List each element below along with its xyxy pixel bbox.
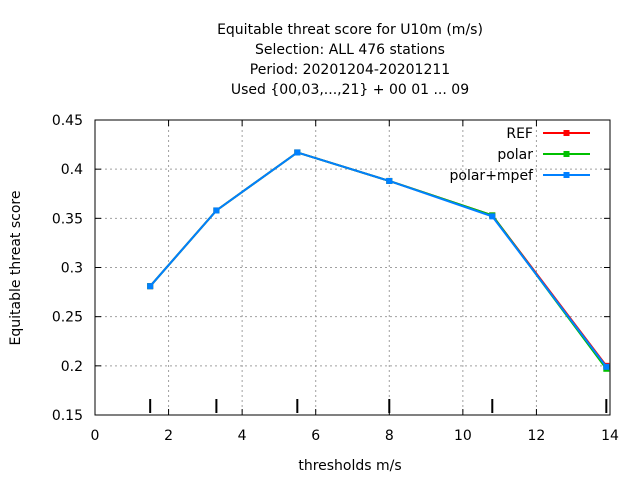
x-axis-label: thresholds m/s xyxy=(298,458,401,474)
series-polar xyxy=(147,149,610,372)
y-tick-label: 0.15 xyxy=(52,408,83,424)
legend-swatch-point xyxy=(563,130,570,136)
x-tick-label: 2 xyxy=(164,428,173,444)
legend-swatch-point xyxy=(563,172,570,178)
y-tick-label: 0.45 xyxy=(52,113,83,129)
data-point xyxy=(489,213,496,220)
x-tick-label: 10 xyxy=(454,428,472,444)
data-point xyxy=(147,283,154,290)
legend-label: REF xyxy=(506,126,533,142)
y-tick-label: 0.4 xyxy=(61,162,83,178)
y-tick-label: 0.2 xyxy=(61,359,83,375)
series xyxy=(147,149,610,372)
legend-label: polar+mpef xyxy=(450,168,535,184)
legend-entry: polar xyxy=(497,147,590,163)
y-tick-label: 0.25 xyxy=(52,310,83,326)
series-polar-mpef xyxy=(147,149,610,370)
legend-label: polar xyxy=(497,147,533,163)
x-tick-label: 0 xyxy=(91,428,100,444)
series-ref xyxy=(147,149,610,369)
legend-entry: polar+mpef xyxy=(450,168,590,184)
x-tick-label: 8 xyxy=(385,428,394,444)
x-tick-label: 14 xyxy=(601,428,619,444)
series-line xyxy=(149,151,608,370)
y-axis-label: Equitable threat score xyxy=(8,191,24,346)
data-point xyxy=(603,363,610,370)
y-tick-label: 0.35 xyxy=(52,211,83,227)
data-point xyxy=(386,177,393,184)
legend: REF polar polar+mpef xyxy=(450,126,590,184)
series-line xyxy=(149,151,608,368)
series-line xyxy=(149,151,608,367)
chart-title: Equitable threat score for U10m (m/s) Sel… xyxy=(217,22,483,98)
title-line-4: Used {00,03,...,21} + 00 01 ... 09 xyxy=(231,82,469,98)
threshold-marks xyxy=(149,399,608,413)
title-line-2: Selection: ALL 476 stations xyxy=(255,42,445,58)
data-point xyxy=(213,207,220,214)
y-tick-label: 0.3 xyxy=(61,261,83,277)
grid xyxy=(95,120,610,415)
legend-swatch-point xyxy=(563,151,570,157)
legend-entry: REF xyxy=(506,126,590,142)
title-line-3: Period: 20201204-20201211 xyxy=(250,62,450,78)
y-axis-ticks: 0.15 0.2 0.25 0.3 0.35 0.4 0.45 xyxy=(52,113,610,424)
x-axis-ticks: 0 2 4 6 8 10 12 14 xyxy=(91,120,619,444)
x-tick-label: 4 xyxy=(238,428,247,444)
x-tick-label: 6 xyxy=(311,428,320,444)
title-line-1: Equitable threat score for U10m (m/s) xyxy=(217,22,483,38)
data-point xyxy=(294,149,301,156)
x-tick-label: 12 xyxy=(528,428,546,444)
